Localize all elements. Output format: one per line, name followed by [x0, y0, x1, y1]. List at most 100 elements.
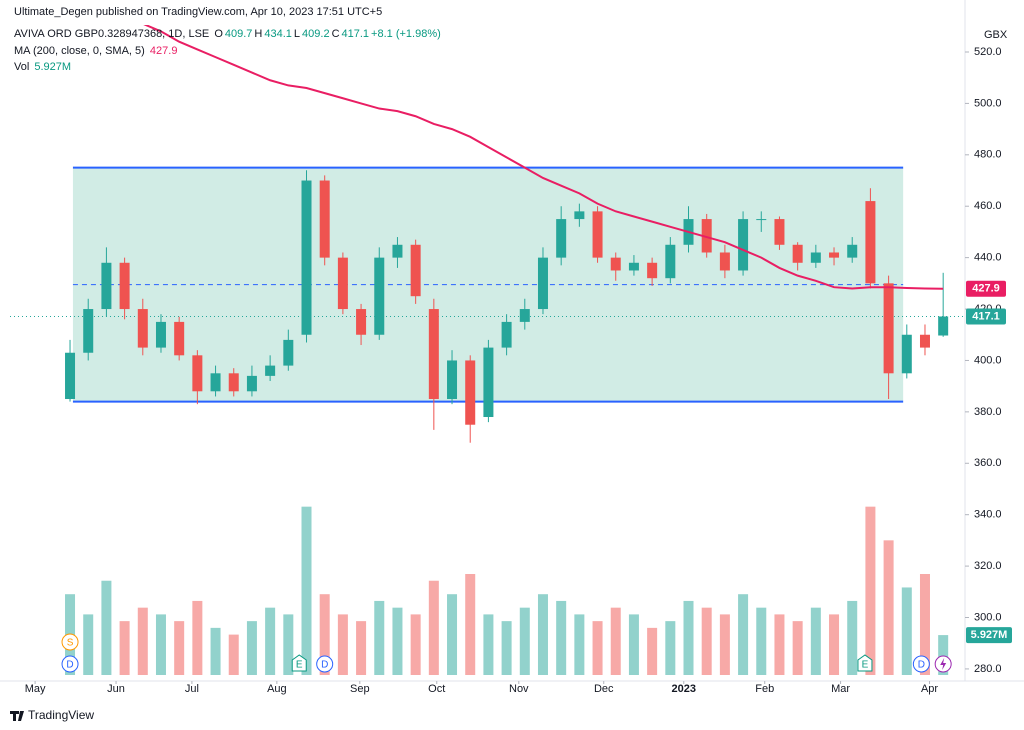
event-label: S — [67, 638, 74, 649]
info-label: H — [254, 28, 263, 40]
candle-body — [719, 252, 730, 271]
symbol-line: AVIVA ORD GBP0.328947368, 1D, LSE O 409.7… — [14, 28, 443, 40]
volume-bar — [246, 621, 257, 675]
event-icon — [857, 654, 873, 672]
volume-bar — [792, 621, 803, 675]
candle-body — [938, 316, 949, 336]
candle-body — [174, 321, 185, 356]
y-tick-label: 320.0 — [974, 560, 1002, 572]
x-tick-label: Apr — [921, 683, 938, 695]
volume-bar — [574, 614, 585, 675]
candle-body — [665, 244, 676, 279]
volume-bar — [865, 506, 876, 675]
volume-bar — [319, 594, 330, 675]
symbol: AVIVA ORD GBP0.328947368, 1D, LSE — [14, 28, 210, 40]
x-tick-label: Dec — [594, 683, 614, 695]
volume-bar — [537, 594, 548, 675]
candle-body — [537, 257, 548, 310]
candle-body — [774, 219, 785, 245]
event-label: D — [321, 660, 328, 671]
plot — [10, 25, 965, 675]
event-icon — [61, 633, 79, 651]
candle-body — [901, 334, 912, 374]
candle-body — [119, 262, 130, 310]
y-tick-label: 460.0 — [974, 200, 1002, 212]
volume-bar — [756, 607, 767, 675]
overlay: DSE D E D — [61, 633, 952, 673]
x-tick-label: Nov — [509, 683, 529, 695]
byline: Ultimate_Degen published on TradingView.… — [14, 6, 383, 18]
volume-bar — [301, 506, 312, 675]
candle-body — [374, 257, 385, 335]
candle-body — [155, 321, 166, 348]
volume-bar — [683, 600, 694, 675]
candle-body — [301, 180, 312, 335]
volume-bar — [501, 621, 512, 675]
price-badge: 417.1 — [972, 310, 1000, 322]
candle-body — [137, 309, 148, 348]
x-tick-label: Aug — [267, 683, 287, 695]
candle-body — [210, 373, 221, 392]
volume-bar — [483, 614, 494, 675]
x-tick-label: Oct — [428, 683, 445, 695]
candle-body — [847, 244, 858, 258]
ma-line: MA (200, close, 0, SMA, 5) 427.9 — [14, 45, 179, 57]
vol-badge-bg — [966, 627, 1012, 644]
ma-value: 427.9 — [149, 45, 178, 57]
volume-bar — [647, 627, 658, 675]
candle-body — [738, 219, 749, 271]
info-value: 409.7 — [224, 28, 253, 40]
event-icon — [61, 655, 79, 673]
volume-bar — [410, 614, 421, 675]
candle-body — [337, 257, 348, 310]
volume-bar — [137, 607, 148, 675]
candle-body — [829, 252, 840, 258]
candle-body — [574, 211, 585, 220]
volume-bar — [265, 607, 276, 675]
footer-logo: TradingView — [10, 708, 94, 722]
volume-bar — [283, 614, 294, 675]
volume-bar — [592, 621, 603, 675]
volume-bar — [829, 614, 840, 675]
volume-bar — [392, 607, 403, 675]
volume-bar — [155, 614, 166, 675]
volume-bar — [810, 607, 821, 675]
price-badge-bg — [966, 308, 1006, 325]
candle-body — [556, 219, 567, 258]
volume-bar — [210, 627, 221, 675]
volume-bar — [447, 594, 458, 675]
candle-body — [101, 262, 112, 310]
candle-body — [756, 219, 767, 221]
y-tick-label: 480.0 — [974, 149, 1002, 161]
volume-bar — [519, 607, 530, 675]
volume-bar — [192, 600, 203, 675]
candle-body — [465, 360, 476, 425]
volume-bar — [101, 580, 112, 675]
event-label: D — [918, 660, 925, 671]
volume-bar — [919, 574, 930, 675]
ma-line — [143, 25, 944, 290]
volume-bar — [174, 621, 185, 675]
candle-body — [428, 309, 439, 400]
y-tick-label: 380.0 — [974, 406, 1002, 418]
x-tick-label: Jun — [107, 683, 125, 695]
info-value: 434.1 — [264, 28, 292, 40]
candle-body — [319, 180, 330, 258]
volume-bar — [847, 600, 858, 675]
candle-body — [410, 244, 421, 297]
candle-body — [283, 339, 294, 366]
vol-line: Vol 5.927M — [14, 61, 73, 73]
currency: GBX — [984, 29, 1008, 41]
footer-text: TradingView — [28, 708, 94, 722]
y-tick-label: 440.0 — [974, 252, 1002, 264]
volume-bar — [938, 635, 949, 675]
volume-bar — [228, 634, 239, 675]
volume-bar — [428, 580, 439, 675]
candle-body — [265, 365, 276, 376]
vol-value: 5.927M — [34, 61, 72, 73]
x-tick-label: Sep — [350, 683, 370, 695]
event-icon — [291, 654, 307, 672]
volume-bar — [356, 621, 367, 675]
